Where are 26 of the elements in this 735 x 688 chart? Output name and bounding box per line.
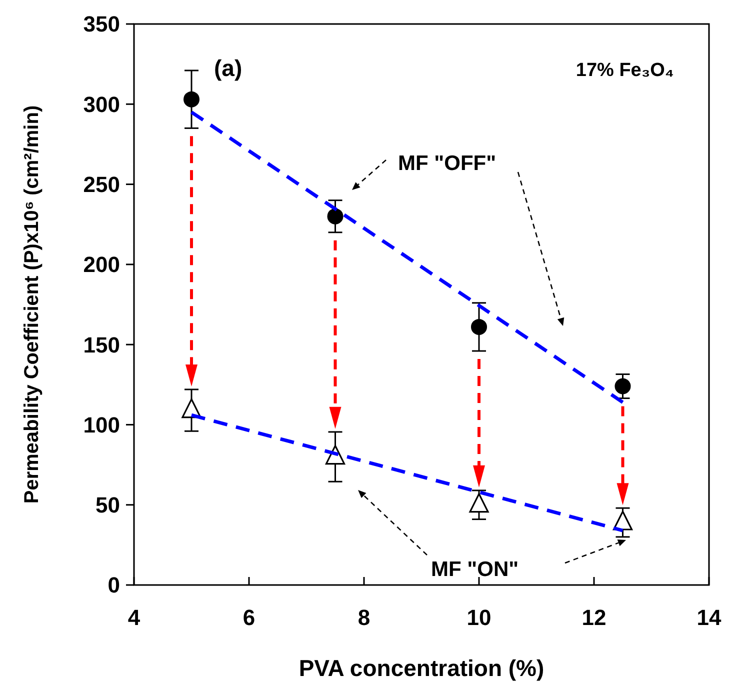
annotation: 17% Fe₃O₄ (576, 60, 674, 81)
y-tick-label: 50 (96, 492, 120, 518)
point (614, 378, 631, 394)
y-tick-label: 300 (83, 92, 120, 117)
annotation: (a) (214, 55, 242, 81)
y-tick-label: 150 (83, 332, 120, 358)
y-tick-label: 250 (83, 172, 120, 197)
y-axis-title: Permeability Coefficient (P)x10⁶ (cm²/min) (21, 105, 43, 504)
x-tick-label: 14 (696, 605, 722, 630)
x-tick-label: 6 (242, 605, 256, 630)
point (612, 510, 633, 530)
x-tick-label: 4 (128, 605, 141, 630)
y-tick-label: 100 (83, 412, 120, 438)
y-tick-label: 350 (83, 12, 120, 37)
annotation: MF "OFF" (398, 152, 496, 175)
point (471, 318, 487, 335)
x-tick-label: 12 (582, 605, 606, 630)
point (184, 91, 200, 108)
y-tick-label: 0 (108, 572, 120, 598)
x-axis-title: PVA concentration (%) (298, 655, 544, 681)
y-tick-label: 200 (83, 252, 120, 278)
point (469, 493, 489, 513)
point (327, 208, 344, 224)
x-tick-label: 8 (358, 605, 370, 630)
annotation: MF "ON" (431, 558, 519, 581)
x-tick-label: 10 (466, 605, 492, 630)
